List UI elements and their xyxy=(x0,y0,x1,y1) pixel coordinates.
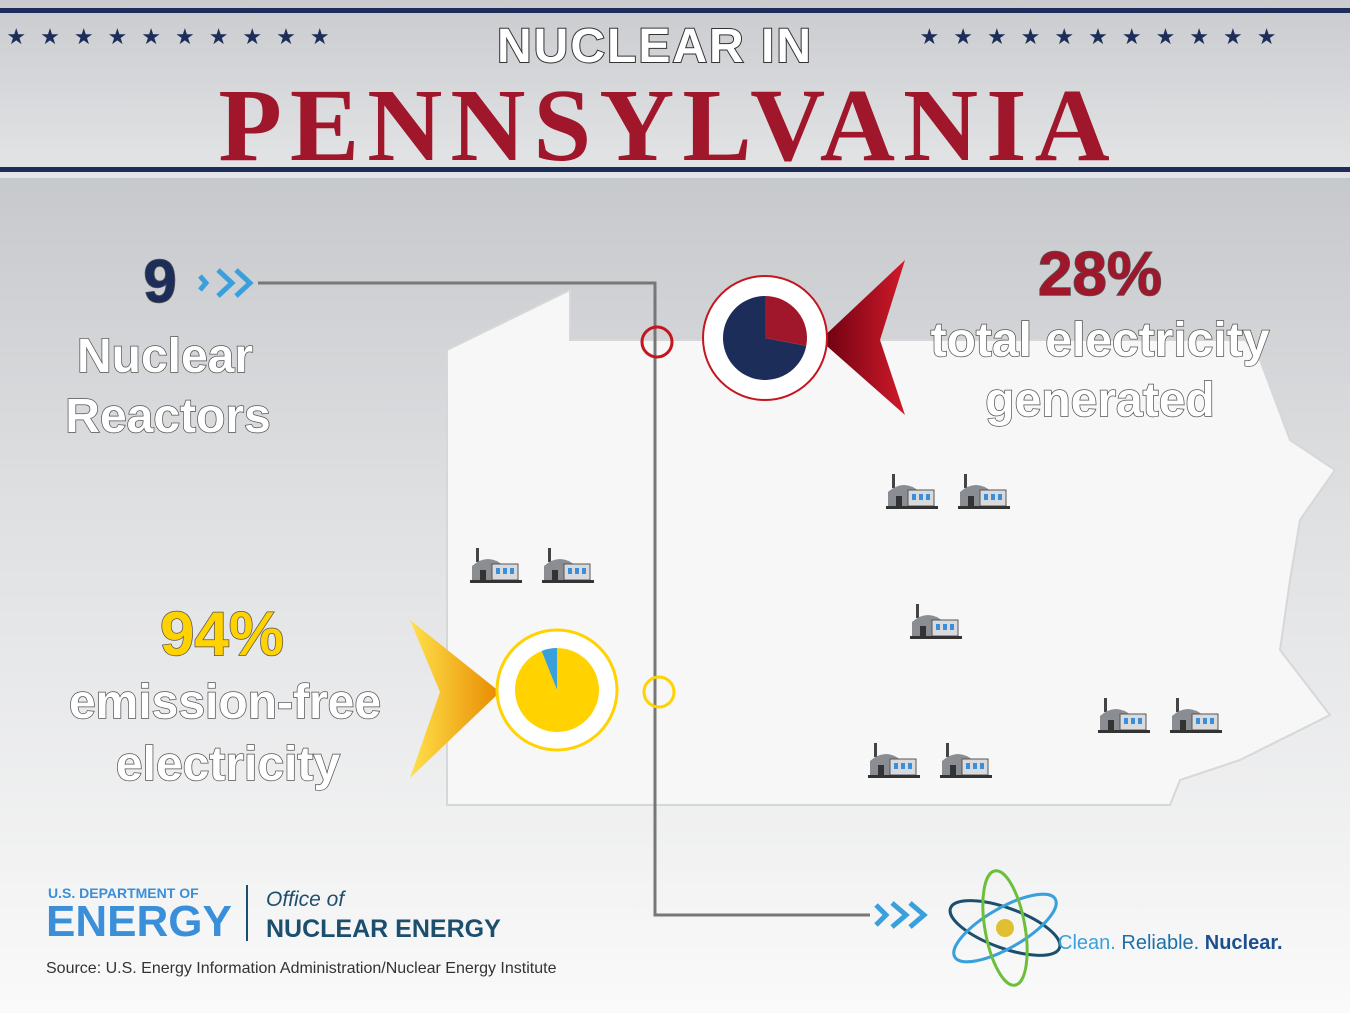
rule xyxy=(0,8,1350,13)
reactor-caption: Nuclear xyxy=(77,330,253,383)
stars: ★★★★★★★★★★★ xyxy=(920,24,1291,49)
connector xyxy=(258,281,870,917)
reactor-count: 9 xyxy=(143,248,176,315)
pie xyxy=(515,648,600,732)
pie-slice xyxy=(765,296,807,346)
logo-divider xyxy=(246,885,248,941)
stat-value: 28% xyxy=(1038,240,1162,309)
tagline-word: Nuclear. xyxy=(1205,932,1283,954)
logo-office-name: NUCLEAR ENERGY xyxy=(266,915,501,943)
chevrons xyxy=(874,901,928,929)
stat-value: 94% xyxy=(160,600,284,669)
pointer xyxy=(410,620,500,778)
logo-department: U.S. DEPARTMENT OF xyxy=(48,885,199,901)
pointer xyxy=(820,260,905,415)
tagline-word: Clean. xyxy=(1058,932,1116,954)
pie xyxy=(723,296,807,380)
stat-caption: emission-free xyxy=(69,676,381,729)
logo-energy: ENERGY xyxy=(46,897,232,946)
tagline: Clean. Reliable. Nuclear. xyxy=(1058,932,1283,954)
chevrons xyxy=(198,268,254,298)
logo-office: Office of xyxy=(266,888,346,911)
header-band xyxy=(0,0,1350,178)
marker-ring xyxy=(640,325,674,359)
header-kicker: NUCLEAR IN xyxy=(497,20,813,73)
marker-ring xyxy=(642,675,676,709)
state-map xyxy=(446,288,1337,806)
atom-icon xyxy=(948,869,1062,987)
pie-slice xyxy=(515,648,600,732)
rule xyxy=(0,167,1350,172)
stars: ★★★★★★★★★★ xyxy=(6,24,343,49)
stat-caption: generated xyxy=(985,374,1214,427)
tagline-word: Reliable. xyxy=(1121,932,1199,954)
stat-caption: electricity xyxy=(116,738,340,791)
reactor-caption: Reactors xyxy=(65,390,270,443)
pie-rest xyxy=(723,296,807,380)
source: Source: U.S. Energy Information Administ… xyxy=(46,960,557,977)
pie-rest xyxy=(541,648,557,690)
header-title: PENNSYLVANIA xyxy=(218,68,1117,183)
stat-caption: total electricity xyxy=(931,314,1270,367)
